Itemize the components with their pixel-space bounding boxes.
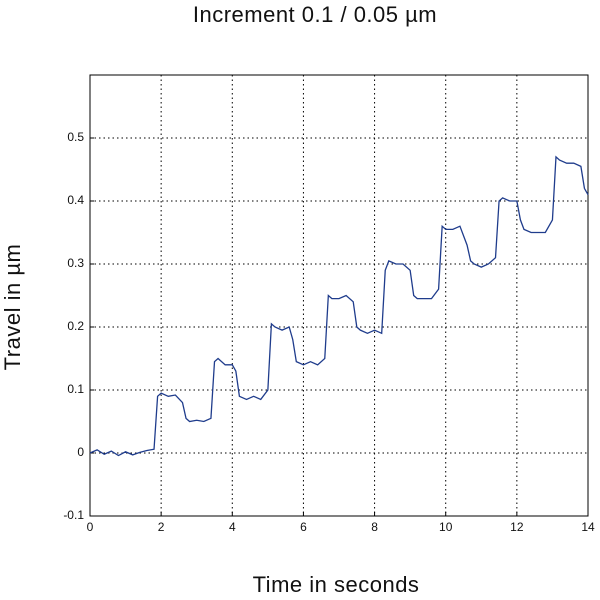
x-tick-label: 8 — [371, 520, 378, 534]
x-tick-label: 6 — [300, 520, 307, 534]
plot-frame — [89, 74, 589, 517]
x-axis-label: Time in seconds — [253, 572, 420, 597]
x-tick-label: 12 — [510, 520, 524, 534]
y-tick-label: 0.2 — [67, 319, 84, 333]
y-tick-label: 0.3 — [67, 256, 84, 270]
data-line — [89, 155, 589, 457]
x-tick-label: 2 — [158, 520, 165, 534]
x-tick-label: 0 — [87, 520, 94, 534]
x-tick-label: 10 — [439, 520, 453, 534]
y-tick-label: -0.1 — [63, 508, 84, 522]
x-tick-label: 14 — [581, 520, 595, 534]
y-tick-label: 0.1 — [67, 382, 84, 396]
y-axis-label: Travel in µm — [0, 244, 25, 371]
y-tick-label: 0 — [77, 445, 84, 459]
x-tick-label: 4 — [229, 520, 236, 534]
chart-title: Increment 0.1 / 0.05 µm — [193, 2, 437, 27]
y-tick-label: 0.5 — [67, 130, 84, 144]
y-tick-label: 0.4 — [67, 193, 84, 207]
